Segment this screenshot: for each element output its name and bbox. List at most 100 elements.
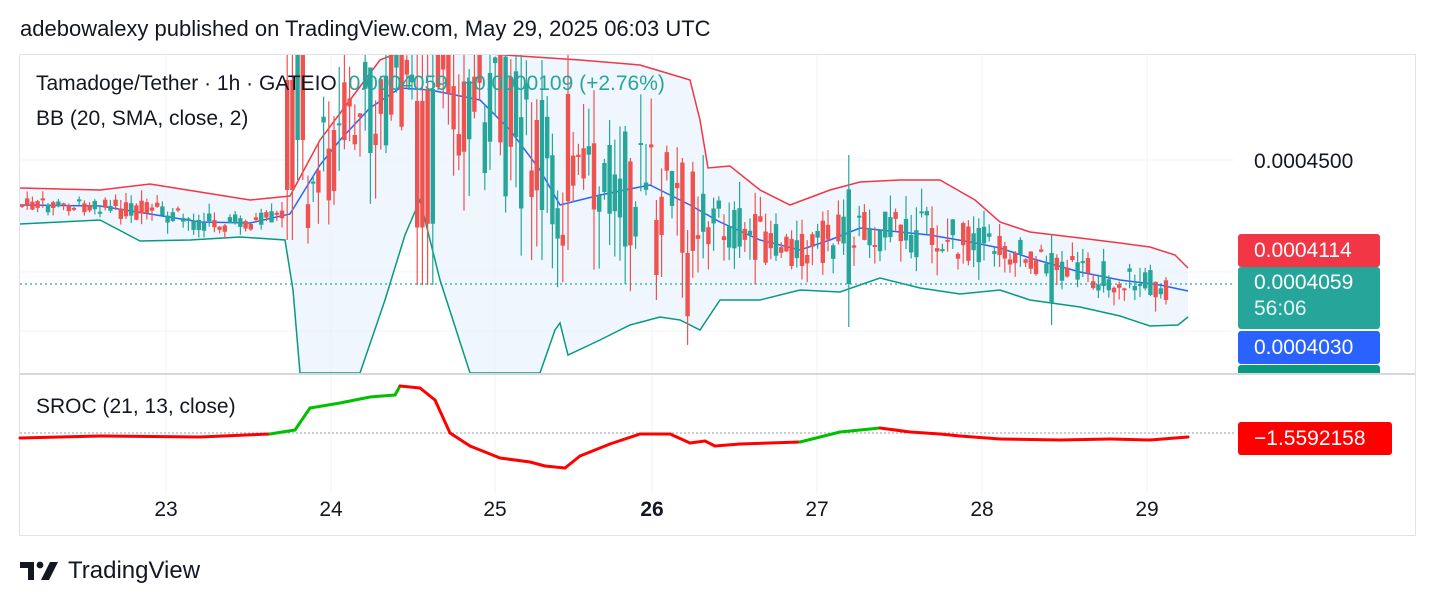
candle — [264, 210, 269, 222]
candle — [1059, 250, 1065, 290]
candle — [368, 67, 373, 204]
candle — [576, 143, 581, 175]
sroc-legend[interactable]: SROC (21, 13, close) — [36, 395, 236, 418]
candle — [71, 206, 77, 211]
candle — [753, 192, 758, 285]
candle — [139, 190, 144, 225]
candle — [857, 205, 862, 237]
candle — [581, 103, 586, 190]
candle — [685, 230, 690, 345]
candle — [519, 55, 524, 256]
candle — [383, 55, 389, 154]
candle — [586, 108, 591, 176]
candle — [35, 199, 40, 213]
candle — [1065, 259, 1070, 278]
candle — [841, 199, 846, 255]
candle — [919, 188, 924, 218]
symbol-legend[interactable]: Tamadoge/Tether · 1h · GATEIO 0.0004059 … — [36, 72, 665, 96]
candle — [316, 143, 321, 224]
candle — [1137, 267, 1143, 298]
bb-lower-band — [20, 197, 1189, 373]
candle — [675, 147, 680, 236]
candle — [103, 197, 108, 211]
candle — [409, 55, 415, 100]
candle — [451, 55, 456, 176]
candle — [945, 218, 950, 252]
candle — [1039, 244, 1044, 253]
candle — [550, 133, 555, 269]
candle — [295, 55, 300, 180]
tradingview-logo[interactable]: TradingView — [20, 557, 200, 585]
candle — [363, 55, 368, 131]
chart-frame[interactable] — [19, 54, 1416, 536]
candle — [846, 155, 851, 327]
candle — [337, 66, 342, 171]
candle — [737, 181, 742, 259]
candle — [851, 236, 857, 266]
candle — [477, 55, 482, 100]
upper-band-label: 0.0004114 — [1238, 234, 1380, 267]
candle — [165, 211, 170, 234]
candle — [903, 196, 909, 250]
candle — [597, 186, 602, 269]
candle — [555, 190, 560, 288]
candle — [493, 56, 498, 117]
candle — [591, 90, 597, 270]
candle — [950, 219, 955, 249]
candle — [1111, 286, 1117, 306]
candle — [321, 96, 326, 172]
candle — [467, 69, 472, 196]
candle — [883, 211, 888, 251]
candle — [290, 55, 295, 240]
candle — [51, 200, 56, 216]
candle — [534, 99, 539, 247]
candle — [1007, 253, 1013, 273]
x-axis-tick: 25 — [483, 498, 506, 521]
candle — [461, 55, 467, 211]
candle — [389, 55, 394, 121]
candle — [513, 55, 519, 188]
candle — [446, 55, 451, 125]
candle — [794, 220, 799, 268]
candle — [233, 210, 238, 225]
candle — [789, 230, 794, 270]
candle — [508, 59, 513, 181]
candle — [909, 214, 914, 259]
candle — [929, 206, 935, 264]
candle — [212, 212, 217, 233]
candle — [326, 101, 331, 225]
candle — [61, 202, 66, 211]
candle — [217, 226, 222, 234]
candle — [155, 194, 160, 208]
candle — [108, 199, 113, 213]
candle — [727, 202, 732, 261]
candle — [1148, 264, 1153, 297]
candle — [420, 55, 425, 285]
candle — [56, 199, 61, 208]
candle — [1075, 251, 1080, 288]
candle — [1106, 275, 1111, 298]
candle — [1122, 287, 1127, 301]
candle — [430, 55, 435, 285]
bar-countdown: 56:06 — [1254, 297, 1307, 320]
candle — [1044, 255, 1049, 277]
candle — [815, 223, 820, 249]
candle — [784, 233, 789, 252]
candle — [399, 55, 404, 131]
candle — [716, 196, 721, 218]
candle — [311, 175, 316, 202]
candle — [831, 243, 836, 274]
candle — [118, 199, 123, 225]
x-axis-tick: 29 — [1135, 498, 1158, 521]
candle — [649, 98, 654, 186]
candle — [701, 155, 706, 259]
candle — [633, 201, 638, 249]
published-header: adebowalexy published on TradingView.com… — [20, 16, 711, 41]
bb-legend[interactable]: BB (20, SMA, close, 2) — [36, 107, 249, 130]
candle — [706, 221, 711, 270]
candle — [404, 55, 409, 88]
candle — [373, 100, 378, 199]
candle — [149, 203, 155, 221]
candle — [524, 60, 529, 136]
